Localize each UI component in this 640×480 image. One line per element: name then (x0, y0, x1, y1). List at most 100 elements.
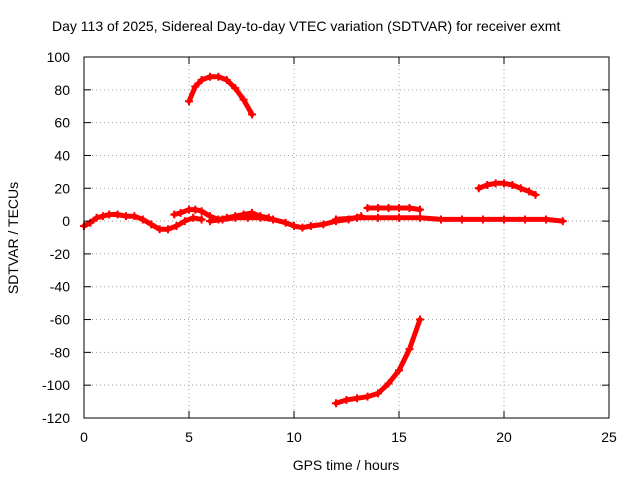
y-tick-label: -120 (42, 410, 70, 426)
data-point (306, 222, 315, 231)
y-tick-label: -40 (50, 279, 70, 295)
x-tick-label: 20 (496, 429, 512, 445)
data-point (374, 203, 382, 212)
data-point (218, 215, 227, 224)
data-point (500, 179, 508, 188)
data-point (474, 184, 483, 193)
x-axis-title: GPS time / hours (293, 457, 400, 473)
series-line (186, 74, 255, 117)
data-point (206, 72, 214, 81)
data-point (384, 203, 393, 212)
data-point (130, 212, 139, 221)
data-point (191, 205, 200, 214)
y-tick-label: 60 (54, 115, 70, 131)
series-track-f (363, 203, 424, 214)
y-tick-label: -60 (50, 312, 70, 328)
data-point (155, 225, 164, 234)
data-point (222, 75, 231, 84)
data-point (122, 212, 130, 221)
data-point (363, 392, 372, 401)
data-point (170, 210, 179, 219)
data-point (353, 394, 361, 403)
plot-frame (83, 56, 610, 419)
y-tick-label: -20 (50, 246, 70, 262)
data-point (405, 203, 414, 212)
data-point (172, 222, 181, 231)
data-point (231, 84, 240, 93)
data-point (525, 187, 534, 196)
x-tick-label: 25 (601, 429, 617, 445)
data-point (353, 213, 361, 222)
data-point (508, 180, 517, 189)
data-point (558, 217, 567, 226)
data-point (206, 217, 214, 226)
series-track-h (474, 179, 540, 199)
data-point (395, 213, 403, 222)
data-point (269, 215, 277, 224)
ticks: -120 -100 -80 -60 -40 -20 0 20 40 60 80 100 0 5 10 15 20… (42, 49, 617, 445)
series-track-c (185, 72, 256, 119)
data-point (521, 215, 529, 224)
data-point (256, 213, 265, 222)
data-point (298, 223, 307, 232)
data-point (105, 210, 114, 219)
data-point (491, 179, 500, 188)
data-point (332, 399, 340, 408)
data-point (500, 215, 508, 224)
data-point (479, 215, 487, 224)
data-point (374, 389, 382, 398)
y-tick-label: 0 (62, 213, 70, 229)
data-point (98, 212, 107, 221)
data-point (483, 180, 492, 189)
data-point (138, 215, 147, 224)
data-point (458, 215, 466, 224)
data-point (231, 213, 240, 222)
data-point (542, 215, 550, 224)
data-point (332, 215, 340, 224)
data-point (243, 213, 252, 222)
series-track-g (332, 213, 567, 226)
data-point (147, 220, 156, 229)
data-point (180, 217, 189, 226)
data-point (363, 203, 372, 212)
x-tick-label: 10 (286, 429, 302, 445)
y-tick-label: 100 (47, 49, 71, 65)
data-point (374, 213, 382, 222)
data-point (531, 190, 540, 199)
data-point (437, 215, 445, 224)
data-point (416, 205, 424, 214)
data-point (176, 208, 185, 217)
data-point (384, 379, 393, 388)
data-point (197, 75, 206, 84)
y-tick-label: -80 (50, 344, 70, 360)
data-point (189, 213, 198, 222)
x-tick-label: 0 (80, 429, 88, 445)
y-tick-label: 40 (54, 147, 70, 163)
data-point (416, 315, 424, 324)
chart-title: Day 113 of 2025, Sidereal Day-to-day VTE… (52, 18, 560, 34)
data-point (239, 95, 248, 104)
data-point (342, 395, 351, 404)
data-point (185, 97, 193, 106)
series-track-e (332, 315, 424, 408)
data-point (416, 213, 424, 222)
grid (84, 57, 609, 418)
series-track-a (80, 210, 206, 234)
x-tick-label: 15 (391, 429, 407, 445)
y-tick-label: 80 (54, 82, 70, 98)
data-point (92, 213, 101, 222)
data-point (319, 220, 328, 229)
data-point (197, 207, 206, 216)
series-layer (80, 72, 567, 408)
data-point (395, 203, 403, 212)
y-axis-title: SDTVAR / TECUs (5, 182, 21, 294)
x-tick-label: 5 (185, 429, 193, 445)
data-point (516, 184, 525, 193)
data-point (86, 218, 95, 227)
data-point (281, 218, 290, 227)
data-point (405, 345, 414, 354)
data-point (395, 366, 403, 375)
data-point (197, 215, 206, 224)
y-tick-label: -100 (42, 377, 70, 393)
